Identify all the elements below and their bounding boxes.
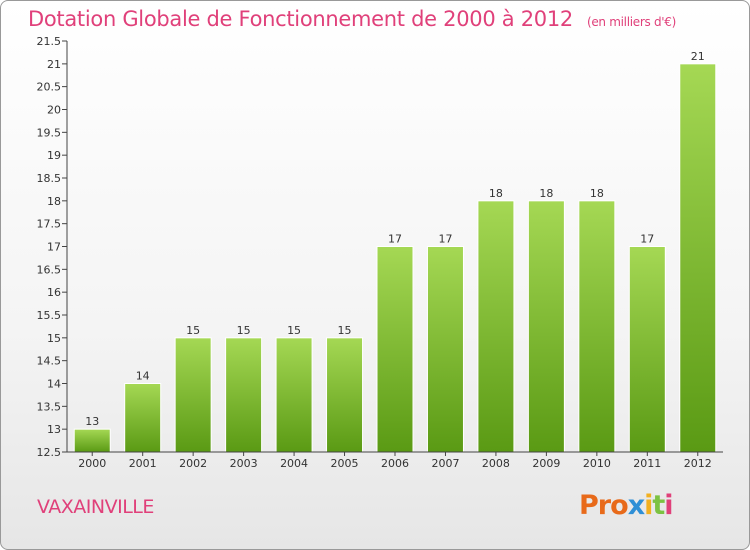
commune-name: VAXAINVILLE xyxy=(37,496,154,518)
y-tick-label: 14 xyxy=(47,378,61,391)
x-tick-label-2005: 2005 xyxy=(331,457,359,470)
y-tick-label: 13 xyxy=(47,423,61,436)
y-tick-label: 18.5 xyxy=(37,172,62,185)
bar-2002 xyxy=(174,337,212,453)
x-tick-label-2010: 2010 xyxy=(583,457,611,470)
logo-letter: P xyxy=(579,490,599,521)
bar-2012 xyxy=(679,63,717,453)
bar-2008 xyxy=(477,200,515,453)
bar-2010 xyxy=(578,200,616,453)
x-tick-label-2000: 2000 xyxy=(78,457,106,470)
value-label-2003: 15 xyxy=(237,324,251,337)
bar-2000 xyxy=(73,428,111,453)
bar-2007 xyxy=(426,246,464,453)
x-tick-label-2006: 2006 xyxy=(381,457,409,470)
value-label-2011: 17 xyxy=(640,233,654,246)
y-tick-label: 15.5 xyxy=(37,309,62,322)
logo-letter: x xyxy=(627,490,645,521)
logo-letter: r xyxy=(597,490,611,521)
y-tick-label: 19.5 xyxy=(37,126,62,139)
logo-letter: t xyxy=(652,490,665,521)
x-axis: 2000 2001 2002 2003 2004 2005 2006 2007 2008 2009… xyxy=(67,451,723,470)
logo-letter: o xyxy=(610,490,629,521)
x-tick-label-2008: 2008 xyxy=(482,457,510,470)
y-tick-label: 16.5 xyxy=(37,263,62,276)
value-label-2008: 18 xyxy=(489,187,503,200)
value-label-2009: 18 xyxy=(539,187,553,200)
x-tick-label-2007: 2007 xyxy=(431,457,459,470)
value-label-2006: 17 xyxy=(388,233,402,246)
y-tick-label: 17.5 xyxy=(37,218,62,231)
y-tick-label: 17 xyxy=(47,241,61,254)
bar-2001 xyxy=(124,383,162,453)
y-tick-label: 18 xyxy=(47,195,61,208)
x-tick-label-2002: 2002 xyxy=(179,457,207,470)
bars: 13 14 15 15 15 15 17 17 18 18 18 17 21 xyxy=(73,50,717,453)
y-tick-label: 20.5 xyxy=(37,81,62,94)
x-tick-label-2009: 2009 xyxy=(532,457,560,470)
bar-2006 xyxy=(376,246,414,453)
chart-title: Dotation Globale de Fonctionnement de 20… xyxy=(28,7,676,31)
x-tick-label-2012: 2012 xyxy=(684,457,712,470)
y-tick-label: 15 xyxy=(47,332,61,345)
bar-2009 xyxy=(527,200,565,453)
chart-subtitle: (en milliers d'€) xyxy=(586,15,676,29)
y-tick-label: 12.5 xyxy=(37,446,62,459)
logo-letter: i xyxy=(664,490,673,521)
x-tick-label-2004: 2004 xyxy=(280,457,308,470)
y-tick-label: 21.5 xyxy=(37,35,62,48)
y-tick-label: 19 xyxy=(47,149,61,162)
y-tick-label: 21 xyxy=(47,58,61,71)
y-tick-label: 16 xyxy=(47,286,61,299)
bar-2004 xyxy=(275,337,313,453)
y-tick-label: 13.5 xyxy=(37,400,62,413)
value-label-2004: 15 xyxy=(287,324,301,337)
value-label-2002: 15 xyxy=(186,324,200,337)
value-label-2001: 14 xyxy=(136,370,150,383)
value-label-2010: 18 xyxy=(590,187,604,200)
value-label-2007: 17 xyxy=(438,233,452,246)
y-axis: 12.5 13 13.5 14 14.5 15 15.5 16 16.5 17 17.5 18 18.5… xyxy=(37,35,68,459)
bar-2003 xyxy=(225,337,263,453)
bar-2005 xyxy=(326,337,364,453)
value-label-2000: 13 xyxy=(85,415,99,428)
value-label-2005: 15 xyxy=(338,324,352,337)
y-tick-label: 14.5 xyxy=(37,355,62,368)
x-tick-label-2011: 2011 xyxy=(633,457,661,470)
y-tick-label: 20 xyxy=(47,104,61,117)
bar-2011 xyxy=(628,246,666,453)
x-tick-label-2001: 2001 xyxy=(129,457,157,470)
chart-title-text: Dotation Globale de Fonctionnement de 20… xyxy=(28,7,573,31)
proxiti-logo: Proxiti xyxy=(579,490,674,521)
logo-letter: i xyxy=(644,490,653,521)
x-tick-label-2003: 2003 xyxy=(230,457,258,470)
value-label-2012: 21 xyxy=(691,50,705,63)
